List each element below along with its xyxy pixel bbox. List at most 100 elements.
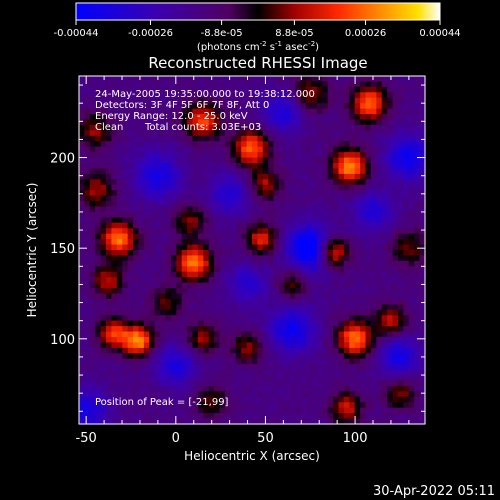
heatmap-cell xyxy=(100,141,107,148)
heatmap-cell xyxy=(197,315,204,322)
heatmap-cell xyxy=(176,163,183,170)
heatmap-cell xyxy=(208,326,215,333)
heatmap-cell xyxy=(252,179,259,186)
heatmap-cell xyxy=(100,402,107,409)
heatmap-cell xyxy=(327,277,334,284)
heatmap-cell xyxy=(322,141,329,148)
heatmap-cell xyxy=(84,353,91,360)
heatmap-cell xyxy=(208,239,215,246)
heatmap-cell xyxy=(192,201,199,208)
heatmap-cell xyxy=(187,119,194,126)
heatmap-cell xyxy=(414,391,421,398)
heatmap-cell xyxy=(349,228,356,235)
heatmap-cell xyxy=(154,298,161,305)
heatmap-cell xyxy=(322,157,329,164)
heatmap-cell xyxy=(165,124,172,131)
heatmap-cell xyxy=(106,119,113,126)
heatmap-cell xyxy=(181,260,188,267)
heatmap-cell xyxy=(338,282,345,289)
heatmap-cell xyxy=(360,217,367,224)
heatmap-cell xyxy=(160,288,167,295)
heatmap-cell xyxy=(365,76,372,83)
heatmap-cell xyxy=(419,222,426,229)
heatmap-cell xyxy=(338,201,345,208)
heatmap-cell xyxy=(381,250,388,257)
heatmap-cell xyxy=(170,217,177,224)
heatmap-cell xyxy=(408,326,415,333)
heatmap-cell xyxy=(408,157,415,164)
heatmap-cell xyxy=(300,217,307,224)
heatmap-cell xyxy=(289,380,296,387)
heatmap-cell xyxy=(111,97,118,104)
heatmap-cell xyxy=(95,184,102,191)
heatmap-cell xyxy=(343,168,350,175)
heatmap-cell xyxy=(208,320,215,327)
heatmap-cell xyxy=(376,157,383,164)
heatmap-cell xyxy=(392,298,399,305)
heatmap-cell xyxy=(370,239,377,246)
heatmap-cell xyxy=(414,402,421,409)
heatmap-cell xyxy=(203,364,210,371)
heatmap-cell xyxy=(84,309,91,316)
heatmap-cell xyxy=(370,271,377,278)
heatmap-cell xyxy=(89,244,96,251)
heatmap-cell xyxy=(408,81,415,88)
heatmap-cell xyxy=(257,342,264,349)
heatmap-cell xyxy=(349,163,356,170)
heatmap-cell xyxy=(95,369,102,376)
heatmap-cell xyxy=(414,260,421,267)
heatmap-cell xyxy=(230,293,237,300)
heatmap-cell xyxy=(181,331,188,338)
heatmap-cell xyxy=(116,135,123,142)
heatmap-cell xyxy=(138,206,145,213)
heatmap-cell xyxy=(381,184,388,191)
heatmap-cell xyxy=(224,347,231,354)
heatmap-cell xyxy=(316,266,323,273)
heatmap-cell xyxy=(160,184,167,191)
heatmap-cell xyxy=(241,298,248,305)
heatmap-cell xyxy=(338,347,345,354)
heatmap-cell xyxy=(311,255,318,262)
heatmap-cell xyxy=(122,337,129,344)
heatmap-cell xyxy=(165,86,172,93)
heatmap-cell xyxy=(95,375,102,382)
annotation-total-counts: Total counts: 3.03E+03 xyxy=(144,122,261,133)
heatmap-cell xyxy=(111,184,118,191)
heatmap-cell xyxy=(224,92,231,99)
heatmap-cell xyxy=(338,315,345,322)
heatmap-cell xyxy=(273,288,280,295)
heatmap-cell xyxy=(349,326,356,333)
heatmap-cell xyxy=(381,304,388,311)
heatmap-cell xyxy=(354,141,361,148)
heatmap-cell xyxy=(176,250,183,257)
heatmap-cell xyxy=(219,157,226,164)
heatmap-cell xyxy=(268,260,275,267)
heatmap-cell xyxy=(143,418,150,425)
heatmap-cell xyxy=(241,233,248,240)
heatmap-cell xyxy=(149,217,156,224)
heatmap-cell xyxy=(165,418,172,425)
heatmap-cell xyxy=(149,173,156,180)
heatmap-cell xyxy=(268,402,275,409)
heatmap-cell xyxy=(333,233,340,240)
heatmap-cell xyxy=(370,228,377,235)
heatmap-cell xyxy=(262,369,269,376)
heatmap-cell xyxy=(100,353,107,360)
heatmap-cell xyxy=(370,195,377,202)
heatmap-cell xyxy=(214,402,221,409)
heatmap-cell xyxy=(133,413,140,420)
heatmap-cell xyxy=(316,81,323,88)
heatmap-cell xyxy=(224,342,231,349)
heatmap-cell xyxy=(154,157,161,164)
heatmap-cell xyxy=(181,353,188,360)
heatmap-cell xyxy=(311,152,318,159)
heatmap-cell xyxy=(187,86,194,93)
heatmap-cell xyxy=(376,179,383,186)
heatmap-cell xyxy=(408,315,415,322)
heatmap-cell xyxy=(252,266,259,273)
heatmap-cell xyxy=(197,233,204,240)
heatmap-cell xyxy=(95,239,102,246)
footer-timestamp: 30-Apr-2022 05:11 xyxy=(373,484,495,499)
heatmap-cell xyxy=(284,97,291,104)
